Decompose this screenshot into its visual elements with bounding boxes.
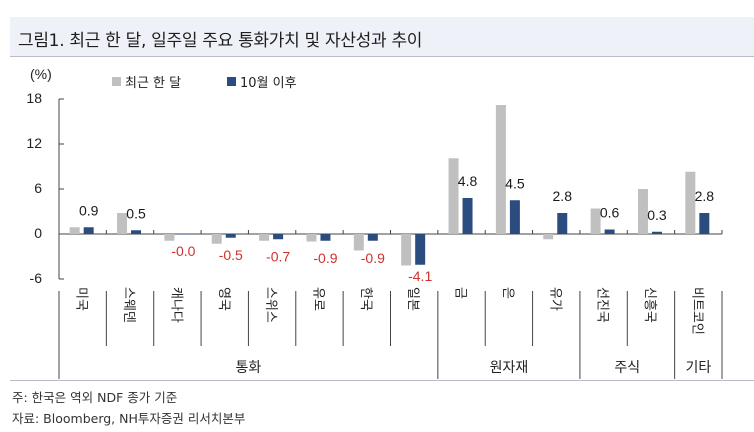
category-label: 금 xyxy=(453,287,468,299)
bar-series2 xyxy=(320,234,331,241)
group-label: 주식 xyxy=(614,360,640,376)
data-label: 0.3 xyxy=(647,207,667,223)
figure-title-bar: 그림1. 최근 한 달, 일주일 주요 통화가치 및 자산성과 추이 xyxy=(10,17,754,57)
bar-series2 xyxy=(557,213,568,234)
bar-series1 xyxy=(259,234,270,241)
bar-series2 xyxy=(415,234,426,265)
category-label: 일본 xyxy=(405,287,420,311)
data-label: 2.8 xyxy=(695,188,715,204)
category-label: 선진국 xyxy=(595,287,610,323)
bar-series1 xyxy=(69,227,80,234)
legend-swatch-navy-icon xyxy=(227,77,236,86)
bar-series2 xyxy=(604,229,615,234)
bar-series1 xyxy=(448,158,459,234)
data-label: -4.1 xyxy=(408,268,432,284)
category-label: 은 xyxy=(500,287,515,299)
category-label: 신흥국 xyxy=(642,287,657,323)
bar-series2 xyxy=(367,234,378,241)
data-label: -0.5 xyxy=(219,247,243,263)
bar-series2 xyxy=(651,231,662,234)
category-label: 영국 xyxy=(216,287,231,311)
figure-title: 그림1. 최근 한 달, 일주일 주요 통화가치 및 자산성과 추이 xyxy=(18,31,423,51)
bar-series2 xyxy=(273,234,284,240)
bar-series1 xyxy=(590,208,601,234)
footer-note: 주: 한국은 역외 NDF 종가 기준 xyxy=(12,390,178,405)
bar-series1 xyxy=(117,213,128,234)
legend-label: 최근 한 달 xyxy=(125,76,182,91)
bar-series1 xyxy=(495,105,506,234)
data-label: 2.8 xyxy=(553,188,573,204)
bar-series2 xyxy=(225,234,236,238)
category-label: 유로 xyxy=(310,287,325,311)
bar-series1 xyxy=(164,234,175,241)
bar-series1 xyxy=(401,234,412,266)
bar-series1 xyxy=(306,234,317,242)
y-tick-label: 6 xyxy=(34,180,42,196)
category-label: 한국 xyxy=(358,287,373,311)
data-label: -0.9 xyxy=(313,250,337,266)
data-label: -0.7 xyxy=(266,248,290,264)
category-label: 스위스 xyxy=(263,287,278,323)
bar-series2 xyxy=(699,213,710,234)
legend-item-series2: 10월 이후 xyxy=(227,72,297,91)
data-label: -0.9 xyxy=(361,250,385,266)
y-axis-unit: (%) xyxy=(30,66,52,82)
data-label: 4.5 xyxy=(505,175,525,191)
group-label: 통화 xyxy=(236,360,262,376)
data-label: 0.5 xyxy=(126,205,146,221)
y-tick-label: -6 xyxy=(29,270,42,286)
y-tick-label: 18 xyxy=(26,90,42,106)
group-label: 원자재 xyxy=(490,360,529,376)
y-tick-label: 0 xyxy=(34,225,42,241)
category-label: 유가 xyxy=(547,287,562,311)
group-label: 기타 xyxy=(685,360,711,376)
footer-source: 자료: Bloomberg, NH투자증권 리서치본부 xyxy=(12,411,246,426)
bar-series1 xyxy=(637,189,648,234)
bar-series2 xyxy=(83,227,94,234)
y-tick-label: 12 xyxy=(26,135,42,151)
legend-swatch-gray-icon xyxy=(112,77,121,86)
bar-series1 xyxy=(685,171,696,234)
data-label: -0.0 xyxy=(171,243,195,259)
bar-series1 xyxy=(353,234,364,251)
category-label: 미국 xyxy=(74,287,89,311)
bar-series2 xyxy=(462,198,473,234)
category-label: 비트코인 xyxy=(689,287,704,335)
bar-series1 xyxy=(211,234,222,244)
bar-series2 xyxy=(509,200,520,234)
bar-series1 xyxy=(543,234,554,240)
bar-series2 xyxy=(178,234,189,235)
data-label: 4.8 xyxy=(458,173,478,189)
data-label: 0.9 xyxy=(79,202,99,218)
footer-divider xyxy=(10,380,754,381)
legend-label: 10월 이후 xyxy=(240,76,297,91)
category-label: 캐나다 xyxy=(168,287,183,323)
category-label: 스웨덴 xyxy=(121,287,136,323)
bar-series2 xyxy=(131,230,142,234)
legend-item-series1: 최근 한 달 xyxy=(112,72,181,91)
data-label: 0.6 xyxy=(600,205,620,221)
